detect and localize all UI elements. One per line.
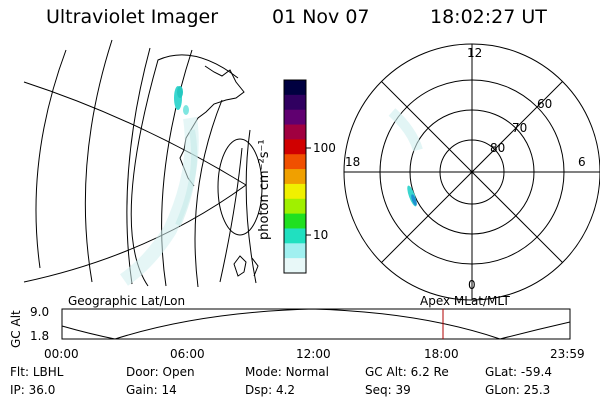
lat-label-70: 70 <box>512 121 528 135</box>
mlt-label-18: 18 <box>345 155 361 169</box>
status-glat: GLat: -59.4 <box>485 365 552 379</box>
colorbar-band <box>284 228 306 244</box>
coastline <box>179 65 245 187</box>
map-grid-line <box>217 138 263 236</box>
colorbar-band <box>284 139 306 155</box>
colorbar-band <box>284 198 306 215</box>
colorbar-band <box>284 243 306 259</box>
map-grid-line <box>23 81 247 186</box>
altitude-ytick-1-8: 1.8 <box>30 329 50 343</box>
colorbar-band <box>284 258 306 274</box>
map-grid-line <box>219 147 243 283</box>
mlt-label-6: 6 <box>578 155 586 169</box>
status-gain: Gain: 14 <box>126 383 177 397</box>
geographic-title: Geographic Lat/Lon <box>68 294 186 308</box>
map-grid-line <box>194 99 223 288</box>
altitude-xtick: 00:00 <box>44 347 79 361</box>
altitude-xtick: 06:00 <box>170 347 205 361</box>
status-filter: Flt: LBHL <box>10 365 64 379</box>
altitude-ylabel: GC Alt <box>9 310 23 348</box>
map-grid-line <box>130 54 239 287</box>
colorbar-band <box>284 213 306 229</box>
polar-diagonal <box>381 81 563 263</box>
status-mode: Mode: Normal <box>245 365 329 379</box>
auroral-emission-map <box>119 86 199 286</box>
altitude-curve <box>61 308 571 340</box>
coastline <box>251 257 259 277</box>
altitude-xtick: 18:00 <box>424 347 459 361</box>
apex-title: Apex MLat/MLT <box>420 294 510 308</box>
colorbar-tick-10: 10 <box>313 228 329 242</box>
map-grid-line <box>126 47 151 285</box>
date-label: 01 Nov 07 <box>272 6 370 28</box>
altitude-xtick: 12:00 <box>296 347 331 361</box>
colorbar-unit-label: photon cm⁻²s⁻¹ <box>257 139 272 240</box>
polar-plot <box>343 43 600 301</box>
mlt-label-0: 0 <box>468 278 476 292</box>
status-dsp: Dsp: 4.2 <box>245 383 296 397</box>
status-seq: Seq: 39 <box>365 383 411 397</box>
altitude-frame <box>61 308 571 340</box>
status-ip: IP: 36.0 <box>10 383 56 397</box>
coastline <box>233 255 247 277</box>
map-grid-line <box>245 129 257 284</box>
colorbar-band <box>284 80 306 96</box>
time-label: 18:02:27 UT <box>430 6 547 28</box>
colorbar-band <box>284 124 306 140</box>
colorbar <box>283 79 311 274</box>
altitude-ytick-9: 9.0 <box>30 305 50 319</box>
colorbar-band <box>284 94 306 111</box>
status-door: Door: Open <box>126 365 195 379</box>
lat-label-60: 60 <box>537 97 553 111</box>
map-grid-line <box>84 39 113 283</box>
map-grid-line <box>23 184 247 283</box>
colorbar-band <box>284 169 306 185</box>
status-gc-alt: GC Alt: 6.2 Re <box>365 365 449 379</box>
altitude-panel <box>61 308 571 340</box>
colorbar-tick-100: 100 <box>313 141 336 155</box>
lat-label-80: 80 <box>490 141 506 155</box>
status-glon: GLon: 25.3 <box>485 383 551 397</box>
colorbar-band <box>284 183 306 200</box>
altitude-xtick: 23:59 <box>550 347 585 361</box>
instrument-title: Ultraviolet Imager <box>46 6 219 28</box>
map-grid-line <box>161 49 193 287</box>
colorbar-band <box>284 109 306 126</box>
auroral-emission-polar <box>388 108 423 207</box>
colorbar-band <box>284 154 306 170</box>
colorbar-gradient <box>284 80 306 274</box>
geographic-map <box>23 39 263 288</box>
mlt-label-12: 12 <box>467 46 483 60</box>
map-grid-line <box>35 49 67 269</box>
